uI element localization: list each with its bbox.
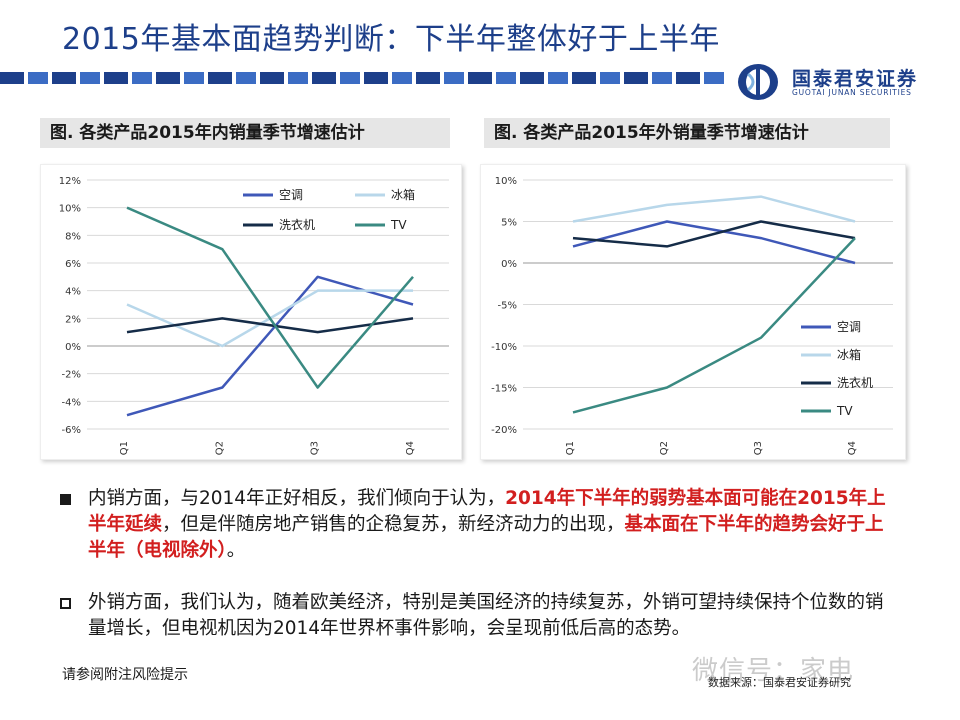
domestic-highlight-2: 基本面在下半年的趋势会好于上半年（电视除外）	[88, 514, 884, 561]
y-tick-label: -10%	[491, 342, 517, 353]
x-tick-label: Q2	[214, 441, 225, 455]
domestic-text-1: 内销方面，与2014年正好相反，我们倾向于认为，	[88, 488, 506, 509]
hollow-square-bullet-icon	[60, 598, 71, 609]
legend-label: 空调	[279, 188, 303, 202]
domestic-sales-chart-svg: 12% 10% 8% 6% 4% 2% 0% -2% -4% -6% Q1 Q2 Q3 Q4 空调 冰箱洗衣机…	[59, 176, 449, 455]
y-tick-label: -4%	[62, 397, 81, 408]
y-tick-label: -15%	[491, 384, 517, 395]
export-sales-chart: 10% 5% 0% -5% -10% -15% -20% Q1 Q2 Q3 Q4 空调冰箱洗衣机 TV	[480, 164, 906, 460]
y-tick-label: 6%	[65, 259, 81, 270]
header-stripe	[0, 72, 724, 84]
y-tick-label: 5%	[501, 218, 517, 229]
series-line	[572, 195, 856, 223]
x-tick-label: Q4	[847, 441, 858, 455]
y-tick-label: -5%	[498, 301, 517, 312]
data-source: 数据来源：国泰君安证券研究	[708, 676, 851, 689]
series-line	[572, 220, 856, 265]
y-tick-label: 4%	[65, 287, 81, 298]
domestic-sales-chart: 12% 10% 8% 6% 4% 2% 0% -2% -4% -6% Q1 Q2 Q3 Q4 空调 冰箱洗衣机…	[40, 164, 462, 460]
brand-logo: 国泰君安证券 GUOTAI JUNAN SECURITIES	[736, 62, 956, 102]
y-tick-label: 10%	[59, 204, 81, 215]
export-text: 外销方面，我们认为，随着欧美经济，特别是美国经济的持续复苏，外销可望持续保持个位…	[88, 592, 884, 639]
legend-label: TV	[836, 404, 853, 418]
brand-mark-icon	[738, 64, 778, 100]
x-tick-label: Q1	[565, 441, 576, 455]
y-tick-label: 0%	[65, 342, 81, 353]
series-line	[572, 220, 856, 248]
right-chart-title: 图. 各类产品2015年外销量季节增速估计	[484, 118, 890, 148]
legend-label: 冰箱	[837, 347, 861, 362]
y-tick-label: 10%	[495, 176, 517, 187]
y-tick-label: -2%	[62, 370, 81, 381]
risk-note: 请参阅附注风险提示	[62, 667, 188, 683]
y-tick-label: 0%	[501, 259, 517, 270]
legend-label: 洗衣机	[837, 375, 873, 390]
domestic-highlight-1: 2014年下半年的弱势基本面可能在2015年上半年延续	[88, 488, 886, 535]
brand-name-cn: 国泰君安证券	[792, 68, 919, 90]
y-tick-label: -6%	[62, 425, 81, 436]
legend-label: 空调	[837, 320, 861, 334]
x-tick-label: Q2	[659, 441, 670, 455]
x-tick-label: Q4	[405, 441, 416, 455]
wechat-watermark: 微信号：家电	[692, 656, 855, 686]
series-line	[126, 206, 414, 389]
series-line	[572, 237, 856, 414]
filled-square-bullet-icon	[60, 494, 71, 505]
x-tick-label: Q3	[310, 441, 321, 455]
page-title: 2015年基本面趋势判断：下半年整体好于上半年	[62, 22, 720, 57]
y-tick-label: 8%	[65, 231, 81, 242]
legend-label: TV	[390, 218, 407, 232]
y-tick-label: -20%	[491, 425, 517, 436]
export-paragraph: 外销方面，我们认为，随着欧美经济，特别是美国经济的持续复苏，外销可望持续保持个位…	[60, 590, 898, 642]
brand-name-en: GUOTAI JUNAN SECURITIES	[792, 88, 912, 97]
x-tick-label: Q1	[119, 441, 130, 455]
legend-label: 冰箱	[391, 187, 415, 202]
series-line	[126, 317, 414, 334]
domestic-paragraph: 内销方面，与2014年正好相反，我们倾向于认为，2014年下半年的弱势基本面可能…	[60, 486, 898, 564]
domestic-text-2: ，但是伴随房地产销售的企稳复苏，新经济动力的出现，	[162, 514, 625, 535]
legend-label: 洗衣机	[279, 217, 315, 232]
y-tick-label: 12%	[59, 176, 81, 187]
x-tick-label: Q3	[753, 441, 764, 455]
left-chart-title: 图. 各类产品2015年内销量季节增速估计	[40, 118, 450, 148]
domestic-text-3: 。	[226, 540, 246, 561]
y-tick-label: 2%	[65, 314, 81, 325]
